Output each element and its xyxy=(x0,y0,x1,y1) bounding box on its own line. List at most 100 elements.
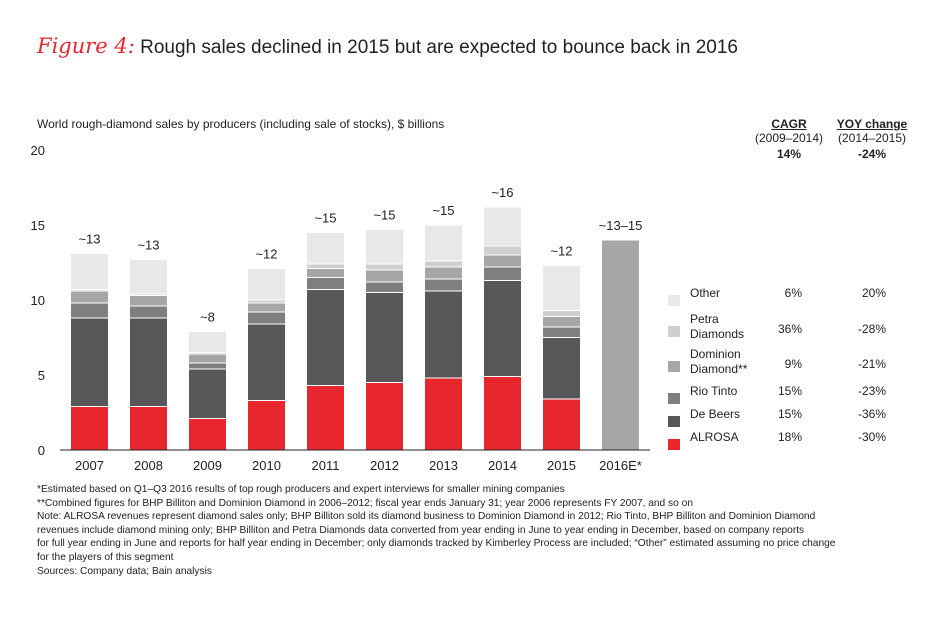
legend-label: De Beers xyxy=(690,407,740,422)
bar-segment-rio-tinto xyxy=(306,277,345,290)
yoy-label: YOY change xyxy=(836,117,908,131)
legend-label-line: Diamond** xyxy=(690,362,748,376)
footnote: for full year ending in June and reports… xyxy=(37,538,836,550)
bar-segment-petra-diamonds xyxy=(542,310,581,317)
bar-segment-other xyxy=(129,259,168,295)
bar-segment-dominion-diamond xyxy=(542,316,581,328)
legend-yoy: -28% xyxy=(857,322,886,336)
bar-total-label: ~15 xyxy=(314,211,336,226)
bar-segment-estimate xyxy=(601,239,640,451)
bar-segment-dominion-diamond xyxy=(306,268,345,278)
x-tick-label: 2011 xyxy=(312,458,340,473)
x-tick-label: 2010 xyxy=(252,458,281,473)
x-tick-label: 2012 xyxy=(370,458,399,473)
legend-swatch xyxy=(668,326,680,337)
footnote: revenues include diamond mining only; BH… xyxy=(37,524,805,536)
bar-segment-alrosa xyxy=(542,398,581,451)
yoy-period: (2014–2015) xyxy=(837,131,907,145)
bar-segment-de-beers xyxy=(188,368,227,419)
bar-segment-alrosa xyxy=(188,418,227,451)
bar-segment-dominion-diamond xyxy=(365,269,404,283)
footnote: for the players of this segment xyxy=(37,551,174,563)
cagr-period: (2009–2014) xyxy=(754,131,824,145)
bar-total-label: ~13–15 xyxy=(599,218,643,233)
bar-segment-de-beers xyxy=(70,317,109,407)
bar-segment-de-beers xyxy=(306,289,345,386)
bar-segment-petra-diamonds xyxy=(424,260,463,268)
bar-segment-alrosa xyxy=(424,377,463,451)
x-tick-label: 2008 xyxy=(134,458,163,473)
bar-segment-alrosa xyxy=(365,382,404,451)
legend-yoy: -23% xyxy=(857,384,886,398)
bar-segment-rio-tinto xyxy=(424,278,463,292)
bar-segment-other xyxy=(70,253,109,290)
bar-segment-de-beers xyxy=(483,280,522,377)
y-tick-label: 0 xyxy=(38,443,45,458)
legend-label-line: Rio Tinto xyxy=(690,384,738,398)
yoy-total: -24% xyxy=(857,147,886,161)
y-tick-label: 20 xyxy=(31,143,45,158)
legend-swatch xyxy=(668,393,680,404)
bar-total-label: ~8 xyxy=(200,310,215,325)
legend-label-line: Petra xyxy=(690,312,719,326)
bar-total-label: ~13 xyxy=(137,238,159,253)
bar-segment-alrosa xyxy=(306,385,345,451)
legend-label-line: Diamonds xyxy=(690,327,745,341)
bar-segment-alrosa xyxy=(70,406,109,451)
legend-yoy: -21% xyxy=(857,357,886,371)
bar-segment-rio-tinto xyxy=(542,326,581,338)
x-tick-label: 2013 xyxy=(429,458,458,473)
legend-cagr: 36% xyxy=(777,322,802,336)
bar-segment-other xyxy=(188,331,227,353)
legend-swatch xyxy=(668,295,680,306)
y-tick-label: 5 xyxy=(38,368,45,383)
legend-label-line: Dominion xyxy=(690,347,741,361)
bar-segment-other xyxy=(365,229,404,265)
bar-segment-dominion-diamond xyxy=(70,290,109,304)
bar-segment-rio-tinto xyxy=(188,362,227,370)
bar-segment-rio-tinto xyxy=(129,305,168,319)
legend-label-line: De Beers xyxy=(690,407,741,421)
bar-segment-de-beers xyxy=(542,337,581,400)
cagr-total: 14% xyxy=(776,147,802,161)
bar-segment-de-beers xyxy=(129,317,168,407)
bar-segment-de-beers xyxy=(365,292,404,383)
page-title: Figure 4: Rough sales declined in 2015 b… xyxy=(37,34,738,59)
bar-total-label: ~12 xyxy=(550,244,572,259)
cagr-label: CAGR xyxy=(771,117,807,131)
bar-segment-other xyxy=(247,268,286,301)
footnote: *Estimated based on Q1–Q3 2016 results o… xyxy=(37,484,565,495)
bar-segment-dominion-diamond xyxy=(424,266,463,280)
footnotes: *Estimated based on Q1–Q3 2016 results o… xyxy=(37,483,927,578)
x-tick-label: 2014 xyxy=(488,458,517,473)
bar-segment-de-beers xyxy=(247,323,286,401)
legend-yoy: -36% xyxy=(857,407,886,421)
bar-segment-rio-tinto xyxy=(70,302,109,319)
bar-total-label: ~15 xyxy=(432,203,454,218)
figure-label: Figure 4: xyxy=(37,34,135,58)
legend-label: Rio Tinto xyxy=(690,384,737,399)
legend-cagr: 6% xyxy=(784,286,802,300)
bar-segment-other xyxy=(306,232,345,265)
bar-segment-rio-tinto xyxy=(365,281,404,293)
bar-segment-other xyxy=(483,206,522,247)
legend-yoy: 20% xyxy=(861,286,886,300)
bar-segment-other xyxy=(424,224,463,262)
bar-segment-alrosa xyxy=(247,400,286,451)
bar-segment-petra-diamonds xyxy=(365,263,404,271)
bar-segment-alrosa xyxy=(129,406,168,451)
bar-total-label: ~15 xyxy=(373,208,395,223)
legend-cagr: 15% xyxy=(777,384,802,398)
legend-label: ALROSA xyxy=(690,430,739,445)
bar-segment-petra-diamonds xyxy=(306,263,345,269)
bar-total-label: ~13 xyxy=(78,232,100,247)
y-tick-label: 10 xyxy=(31,293,45,308)
x-tick-label: 2016E* xyxy=(599,458,642,473)
legend-cagr: 15% xyxy=(777,407,802,421)
legend-swatch xyxy=(668,361,680,372)
footnote: Note: ALROSA revenues represent diamond … xyxy=(37,511,816,523)
bar-total-label: ~16 xyxy=(491,185,513,200)
bar-segment-dominion-diamond xyxy=(129,295,168,307)
footnote: **Combined figures for BHP Billiton and … xyxy=(37,497,693,509)
legend-label: Petra Diamonds xyxy=(690,312,744,342)
